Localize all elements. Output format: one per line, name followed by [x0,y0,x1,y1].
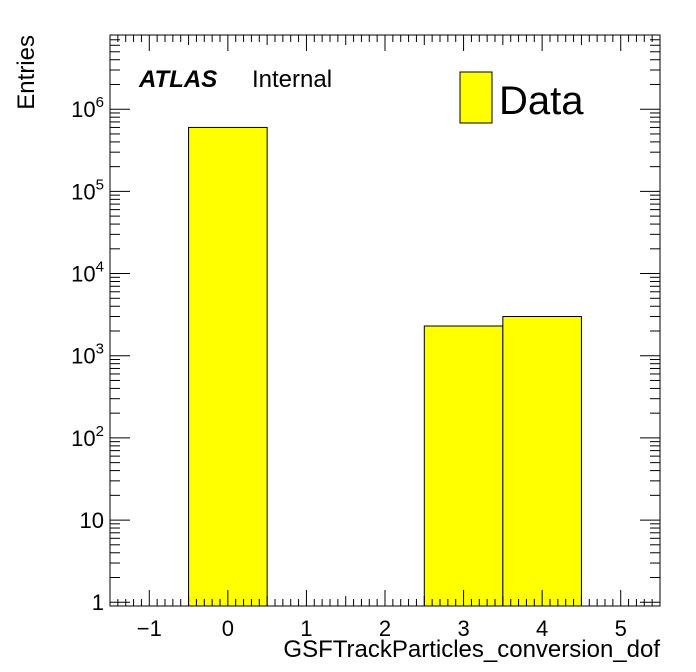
x-tick-label: 2 [379,616,391,641]
y-tick-label: 106 [71,94,104,122]
y-tick-label: 105 [71,176,104,204]
legend-label: Data [499,79,584,123]
x-axis-ticks [109,35,661,606]
x-tick-label: 4 [536,616,548,641]
histogram-bar [188,126,268,607]
y-axis-ticks [110,34,660,607]
x-tick-label: 5 [615,616,627,641]
bars-group [188,126,582,607]
x-axis-title: GSFTrackParticles_conversion_dof [283,636,660,663]
histogram-bar [502,316,582,607]
histogram-bar [423,325,504,607]
x-tick-label: 1 [300,616,312,641]
legend-swatch [459,71,493,124]
x-axis-tick-labels: −1 0 1 2 3 4 5 [137,616,627,641]
y-axis-tick-labels: 1 10 102 103 104 105 106 [71,94,104,615]
y-tick-label: 103 [71,341,104,369]
x-tick-label: 3 [457,616,469,641]
y-tick-label: 10 [80,508,104,533]
x-tick-label: −1 [137,616,162,641]
internal-label: Internal [252,66,332,93]
y-tick-label: 102 [71,423,104,451]
x-tick-label: 0 [222,616,234,641]
y-tick-label: 1 [92,590,104,615]
atlas-label: ATLAS [138,66,217,93]
y-tick-label: 104 [71,259,104,287]
y-axis-title: Entries [13,35,40,110]
